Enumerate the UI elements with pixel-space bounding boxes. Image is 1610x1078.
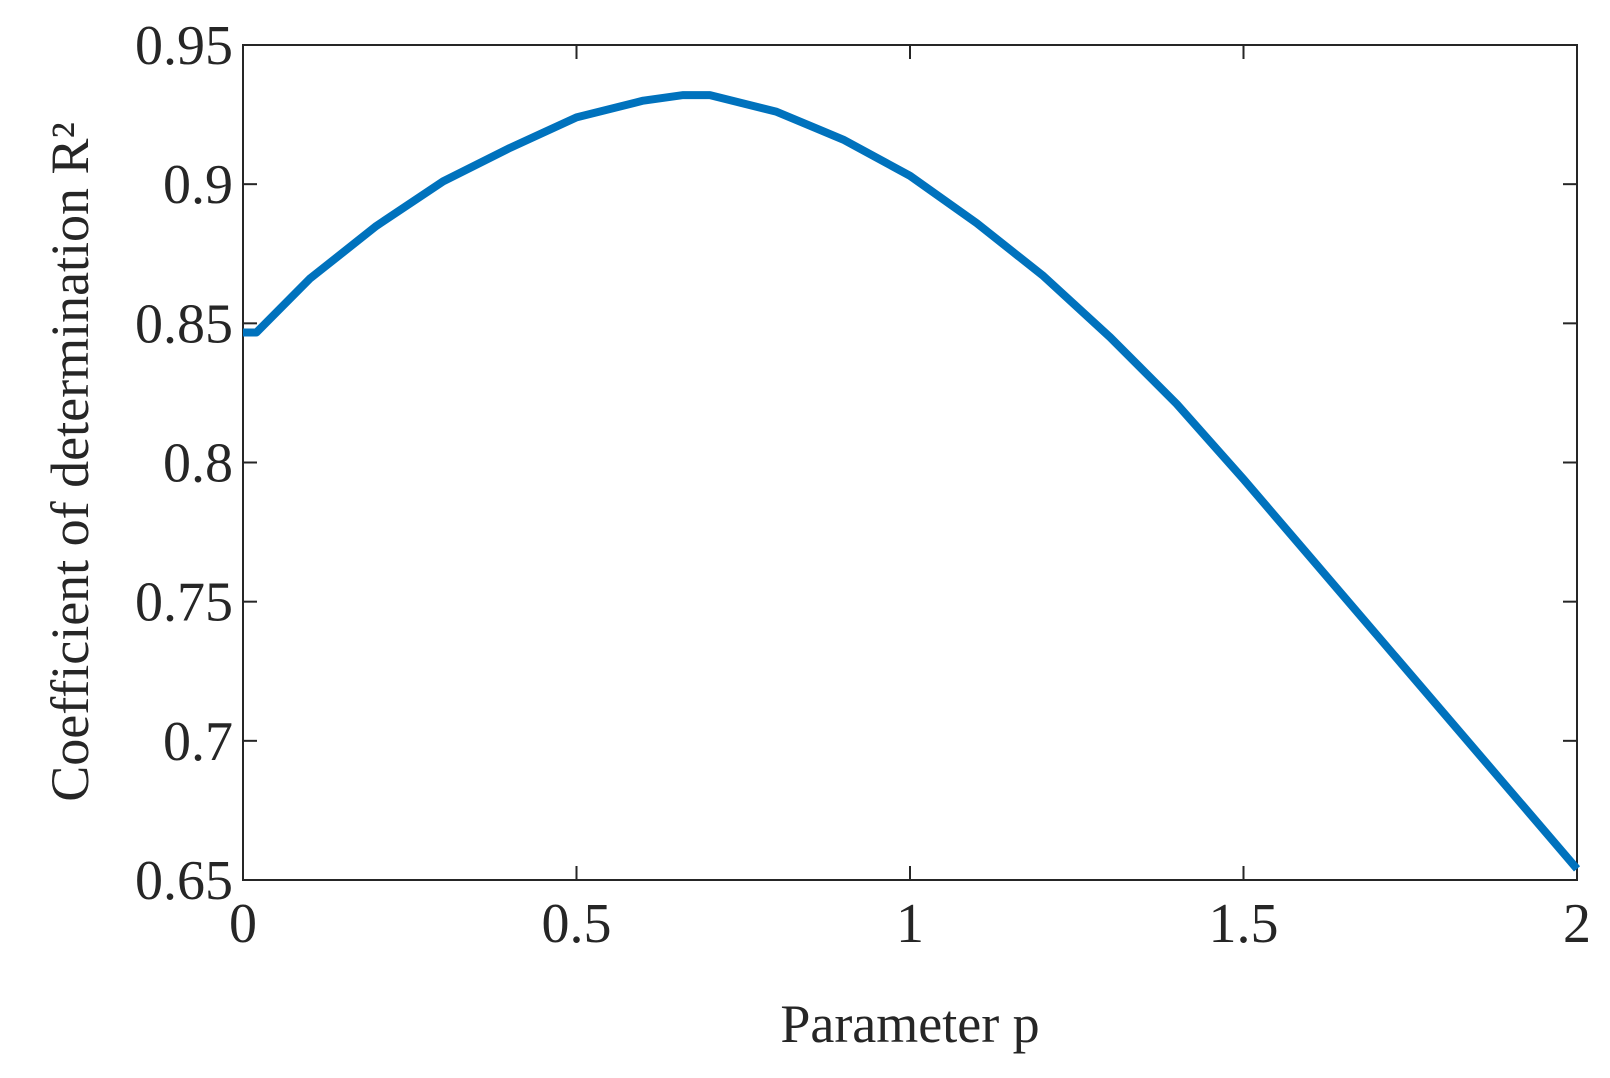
x-tick-label: 2 [1563, 893, 1591, 955]
x-tick-label: 0.5 [542, 893, 612, 955]
y-tick-label: 0.9 [163, 154, 233, 216]
x-tick-label: 1 [896, 893, 924, 955]
plot-frame [242, 44, 1578, 881]
x-tick-label: 0 [229, 893, 257, 955]
y-tick-label: 0.95 [135, 15, 233, 77]
x-tick-label: 1.5 [1209, 893, 1279, 955]
x-axis-label: Parameter p [780, 994, 1039, 1054]
y-axis-label: Coefficient of determination R² [40, 122, 100, 802]
y-tick-label: 0.7 [163, 711, 233, 773]
data-line [243, 91, 1581, 872]
y-tick-label: 0.85 [135, 293, 233, 355]
y-tick-label: 0.8 [163, 433, 233, 495]
y-tick-label: 0.75 [135, 572, 233, 634]
y-tick-label: 0.65 [135, 850, 233, 912]
